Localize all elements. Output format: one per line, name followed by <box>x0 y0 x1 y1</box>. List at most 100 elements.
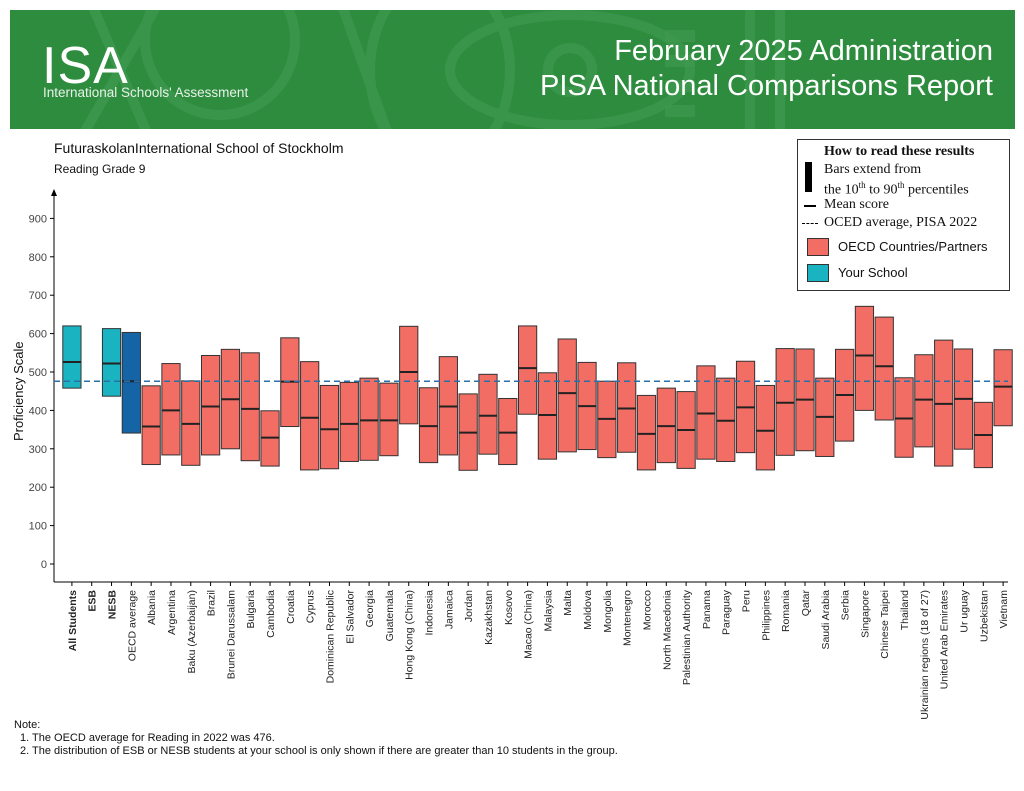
x-tick-label: Chinese Taipei <box>879 590 891 659</box>
isa-logo: ISA <box>42 37 129 95</box>
bar-albania <box>141 385 161 466</box>
bar-philippines <box>755 384 775 471</box>
y-axis-arrow <box>51 189 57 196</box>
bar-kazakhstan <box>478 373 498 455</box>
bar-oecd-average <box>121 331 141 434</box>
legend-bar-text-1: Bars extend from <box>824 162 922 177</box>
subject-grade: Reading Grade 9 <box>54 162 146 176</box>
bar-bulgaria <box>240 352 260 462</box>
x-tick-label: Morocco <box>641 590 653 630</box>
x-tick-label: Malta <box>562 590 574 616</box>
bar-singapore <box>854 305 875 411</box>
x-tick-label: Singapore <box>859 590 871 638</box>
school-name: FuturaskolanInternational School of Stoc… <box>54 140 344 156</box>
x-tick-label: Ur uguay <box>958 589 970 632</box>
x-tick-label: Paraguay <box>721 589 733 635</box>
x-tick-label: Brunei Darussalam <box>225 590 237 680</box>
x-tick-label: Albania <box>146 590 158 625</box>
legend-mean-swatch <box>804 205 816 207</box>
bar-ukrainian-regions-18-of-27- <box>914 354 934 448</box>
y-tick-label: 500 <box>29 367 47 379</box>
x-tick-label: ESB <box>87 590 99 612</box>
legend-oecd-text: OECD Countries/Partners <box>838 239 988 254</box>
bar-dominican-republic <box>319 384 340 470</box>
x-tick-label: Argentina <box>166 590 178 635</box>
x-tick-label: Macao (China) <box>523 590 535 659</box>
x-tick-label: Kosovo <box>503 590 515 625</box>
legend-bar-swatch <box>805 162 812 192</box>
legend: How to read these results Bars extend fr… <box>797 139 1010 291</box>
x-tick-label: Ukrainian regions (18 of 27) <box>919 590 931 720</box>
y-tick-label: 0 <box>41 559 47 571</box>
bar-vietnam <box>993 349 1013 427</box>
x-tick-label: Thailand <box>899 590 911 630</box>
x-tick-label: Cambodia <box>265 590 277 638</box>
note-heading: Note: <box>14 719 41 731</box>
y-tick-label: 300 <box>29 444 47 456</box>
x-tick-label: Moldova <box>582 590 594 630</box>
x-tick-label: Indonesia <box>424 590 436 636</box>
bar-chinese-taipei <box>874 316 894 421</box>
x-tick-label: NESB <box>107 590 119 620</box>
bar-macao-china- <box>517 325 538 415</box>
x-tick-label: Jordan <box>463 590 475 622</box>
x-tick-label: Jamaica <box>443 590 455 629</box>
x-tick-label: Saudi Arabia <box>820 590 832 650</box>
x-tick-label: United Arab Emirates <box>939 590 951 689</box>
report-title: February 2025 Administration <box>614 35 993 67</box>
x-tick-label: Peru <box>741 590 753 612</box>
y-tick-label: 100 <box>29 521 47 533</box>
x-tick-label: Romania <box>780 590 792 632</box>
x-tick-label: North Macedonia <box>661 590 673 670</box>
y-tick-label: 700 <box>29 290 47 302</box>
x-tick-label: Montenegro <box>622 590 634 646</box>
legend-school-text: Your School <box>838 265 908 280</box>
x-tick-label: Philippines <box>760 590 772 641</box>
x-tick-label: Cyprus <box>305 590 317 623</box>
legend-mean-text: Mean score <box>824 197 889 212</box>
x-tick-label: Panama <box>701 590 713 629</box>
note-item-2: 2. The distribution of ESB or NESB stude… <box>20 745 618 757</box>
x-tick-label: Baku (Azerbaijan) <box>186 590 198 673</box>
bar-nesb <box>101 328 122 397</box>
y-tick-label: 800 <box>29 252 47 264</box>
report-banner: ISA International Schools' Assessment Fe… <box>10 10 1015 129</box>
bar-hong-kong-china- <box>399 325 419 425</box>
y-tick-label: 400 <box>29 405 47 417</box>
x-tick-label: Georgia <box>364 590 376 628</box>
bar-argentina <box>161 363 181 456</box>
x-tick-label: All Students <box>67 590 79 651</box>
x-tick-label: Malaysia <box>542 590 554 632</box>
x-tick-label: El Salvador <box>344 590 356 644</box>
legend-bar-text-2: the 10th to 90th percentiles <box>824 180 969 198</box>
y-axis-title: Proficiency Scale <box>11 341 26 441</box>
x-tick-label: Bulgaria <box>245 590 257 629</box>
x-tick-label: Palestinian Authority <box>681 589 693 685</box>
bar-all-students <box>62 325 82 389</box>
bar-morocco <box>636 394 657 471</box>
x-tick-label: Croatia <box>285 590 297 624</box>
legend-oecd-swatch <box>807 238 829 256</box>
bar-cyprus <box>300 361 320 471</box>
y-tick-label: 900 <box>29 213 47 225</box>
x-tick-label: Guatemala <box>384 590 396 642</box>
bar-el-salvador <box>339 381 359 462</box>
x-tick-label: Mongolia <box>602 590 614 633</box>
report-subtitle: PISA National Comparisons Report <box>540 70 993 102</box>
notes: Note: 1. The OECD average for Reading in… <box>14 719 618 758</box>
x-tick-label: Qatar <box>800 590 812 617</box>
y-tick-label: 200 <box>29 482 47 494</box>
y-tick-label: 600 <box>29 329 47 341</box>
bar-brazil <box>200 354 221 456</box>
legend-average-text: OCED average, PISA 2022 <box>824 215 978 230</box>
x-tick-label: OECD average <box>126 590 138 661</box>
legend-title: How to read these results <box>824 144 975 159</box>
x-tick-label: Brazil <box>206 590 218 616</box>
bar-malta <box>557 338 577 453</box>
x-tick-label: Uzbekistan <box>978 590 990 642</box>
x-tick-label: Dominican Republic <box>324 590 336 683</box>
x-tick-label: Hong Kong (China) <box>404 590 416 680</box>
bar-georgia <box>359 377 379 461</box>
legend-average-swatch <box>802 223 818 224</box>
